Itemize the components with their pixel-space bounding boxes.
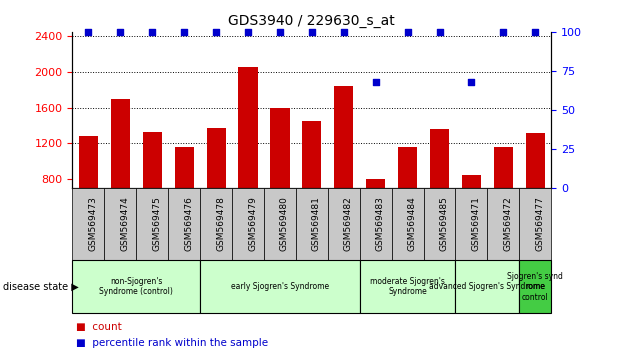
Point [435,29,445,35]
Text: GSM569471: GSM569471 [471,196,481,251]
Point [530,29,541,35]
Text: disease state ▶: disease state ▶ [3,282,79,292]
Point [211,29,221,35]
Text: GSM569476: GSM569476 [184,196,193,251]
Text: GSM569482: GSM569482 [344,196,353,251]
Point [498,29,508,35]
Text: GSM569481: GSM569481 [312,196,321,251]
Text: ■  percentile rank within the sample: ■ percentile rank within the sample [76,338,268,348]
Text: GSM569472: GSM569472 [503,196,512,251]
Bar [238,67,258,250]
Bar [462,175,481,250]
Bar [494,147,513,250]
Text: GSM569484: GSM569484 [408,196,416,251]
Bar [398,147,417,250]
Bar [334,86,353,250]
Bar [142,132,162,250]
Point [243,29,253,35]
Bar [207,128,226,250]
Point [115,29,125,35]
Text: GSM569485: GSM569485 [440,196,449,251]
Bar [79,136,98,250]
Text: GSM569475: GSM569475 [152,196,161,251]
Point [147,29,158,35]
Title: GDS3940 / 229630_s_at: GDS3940 / 229630_s_at [229,14,395,28]
Bar [302,121,321,250]
Text: early Sjogren's Syndrome: early Sjogren's Syndrome [231,282,329,291]
Bar [525,133,545,250]
Bar [175,147,194,250]
Text: advanced Sjogren's Syndrome: advanced Sjogren's Syndrome [430,282,546,291]
Point [275,29,285,35]
Point [179,29,189,35]
Bar [270,108,290,250]
Point [307,29,317,35]
Point [403,29,413,35]
Point [370,79,381,85]
Text: Sjogren's synd
rome
control: Sjogren's synd rome control [507,272,563,302]
Text: GSM569474: GSM569474 [120,196,129,251]
Bar [111,99,130,250]
Text: GSM569483: GSM569483 [375,196,385,251]
Text: moderate Sjogren's
Syndrome: moderate Sjogren's Syndrome [370,277,445,296]
Text: GSM569480: GSM569480 [280,196,289,251]
Bar [366,179,386,250]
Point [466,79,476,85]
Text: ■  count: ■ count [76,322,122,332]
Point [83,29,93,35]
Text: GSM569477: GSM569477 [536,196,544,251]
Text: GSM569473: GSM569473 [88,196,98,251]
Point [339,29,349,35]
Bar [430,129,449,250]
Text: GSM569479: GSM569479 [248,196,257,251]
Text: non-Sjogren's
Syndrome (control): non-Sjogren's Syndrome (control) [100,277,173,296]
Text: GSM569478: GSM569478 [216,196,225,251]
